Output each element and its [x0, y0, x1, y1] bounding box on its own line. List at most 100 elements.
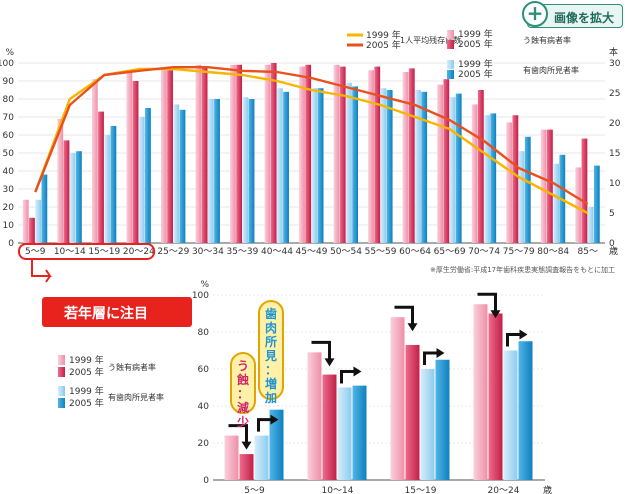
zoom-y-tick: 0 [203, 476, 209, 486]
main-y-right-tick: 10 [609, 179, 621, 189]
main-bar-1 [91, 79, 98, 243]
zoom-bar-2 [488, 313, 503, 480]
main-bar-1 [437, 84, 444, 243]
main-y-right-tick: 0 [609, 239, 615, 249]
zoom-y-tick: 40 [198, 402, 210, 412]
main-x-tick: 20～24 [123, 247, 155, 257]
main-bar-2 [29, 217, 35, 243]
badge-char: う [236, 359, 249, 373]
badge-char: 見 [264, 349, 277, 363]
main-bar-2 [132, 81, 139, 243]
main-bar-2 [374, 66, 381, 243]
main-y-left-tick: 70 [3, 113, 15, 123]
main-bar-4 [490, 113, 497, 244]
main-bar-4 [524, 136, 531, 243]
expand-image-button[interactable]: + 画像を拡大 [522, 1, 623, 28]
main-bar-4 [455, 93, 462, 243]
right-arrow [506, 333, 522, 347]
main-y-left-tick: 100 [0, 59, 14, 69]
main-x-tick: 50～54 [330, 247, 362, 257]
main-y-left-unit: % [5, 48, 14, 58]
legend-bar-2005-label: 2005 年 [458, 38, 493, 50]
main-bar-1 [368, 70, 374, 243]
main-bar-2 [512, 115, 519, 243]
main-bar-4 [593, 165, 600, 243]
zoom-bar-1 [224, 435, 239, 480]
zoom-x-tick: 20～24 [488, 486, 520, 494]
main-bar-3 [242, 97, 249, 243]
arrow-head [407, 323, 418, 332]
zoom-x-tick: 5～9 [244, 486, 265, 494]
main-bar-1 [195, 64, 202, 243]
main-y-left-tick: 90 [3, 77, 15, 87]
down-arrow [228, 424, 248, 446]
main-bar-3 [518, 151, 525, 243]
main-x-tick: 30～34 [192, 247, 224, 257]
main-bar-1 [160, 70, 167, 243]
main-bar-4 [248, 99, 255, 243]
main-bar-4 [421, 91, 428, 243]
badge-char: 増 [264, 377, 277, 391]
main-bar-1 [299, 66, 305, 243]
main-bar-3 [415, 90, 421, 243]
main-y-right-unit: 本 [609, 46, 618, 58]
main-bar-2 [408, 68, 415, 244]
zoom-bar-3 [420, 369, 435, 480]
main-x-tick: 60～64 [399, 247, 431, 257]
zoom-legend-swatch [58, 386, 65, 396]
zoom-bar-2 [239, 454, 254, 480]
main-bar-2 [236, 64, 243, 243]
main-bar-4 [386, 90, 393, 243]
zoom-y-tick: 100 [192, 291, 209, 301]
main-x-tick: 80～84 [537, 247, 569, 257]
zoom-bar-4 [269, 409, 284, 480]
zoom-bar-3 [254, 435, 269, 480]
main-bar-2 [305, 64, 312, 243]
right-arrow [423, 351, 439, 365]
main-y-left-tick: 80 [3, 95, 15, 105]
plus-icon: + [522, 1, 548, 27]
main-bar-3 [587, 207, 594, 243]
badge-char: 歯 [264, 307, 277, 321]
main-bar-2 [270, 63, 277, 243]
zoom-legend-swatch [58, 398, 65, 408]
main-x-tick: 45～49 [296, 247, 328, 257]
main-y-right-tick: 15 [609, 149, 620, 159]
main-bar-3 [346, 82, 352, 243]
main-x-tick: 35～39 [226, 247, 258, 257]
main-y-left-tick: 20 [3, 203, 15, 213]
main-y-right-tick: 25 [609, 89, 620, 99]
main-bar-2 [477, 90, 484, 243]
main-y-left-tick: 60 [3, 131, 15, 141]
badge-char: 加 [264, 391, 277, 405]
main-x-tick: 10～14 [54, 247, 86, 257]
main-bar-3 [35, 199, 42, 243]
right-arrow [257, 418, 273, 432]
zoom-bar-3 [337, 387, 352, 480]
main-bar-3 [138, 117, 145, 243]
main-bar-3 [173, 104, 180, 244]
arrow-head [270, 414, 279, 425]
main-bar-3 [104, 135, 111, 243]
zoom-bar-1 [390, 317, 405, 480]
main-bar-2 [339, 66, 346, 243]
down-arrow [477, 292, 497, 315]
zoom-bar-2 [322, 374, 337, 480]
main-bar-3 [207, 99, 214, 243]
main-bar-4 [41, 174, 48, 243]
main-y-left-tick: 0 [8, 239, 14, 249]
arrow-head [490, 310, 501, 319]
main-x-tick: 15～19 [88, 247, 120, 257]
legend-swatch [447, 70, 454, 79]
zoom-bar-1 [307, 352, 322, 480]
source-note: ※厚生労働省:平成17年歯科疾患実態調査報告をもとに加工 [430, 265, 615, 274]
main-bar-2 [581, 138, 588, 243]
zoom-y-tick: 60 [198, 365, 210, 375]
legend-swatch [447, 40, 454, 49]
badge-char: 所 [264, 335, 277, 349]
expand-image-label: 画像を拡大 [554, 11, 615, 25]
arrow-head [519, 329, 528, 340]
main-bar-1 [230, 64, 236, 243]
